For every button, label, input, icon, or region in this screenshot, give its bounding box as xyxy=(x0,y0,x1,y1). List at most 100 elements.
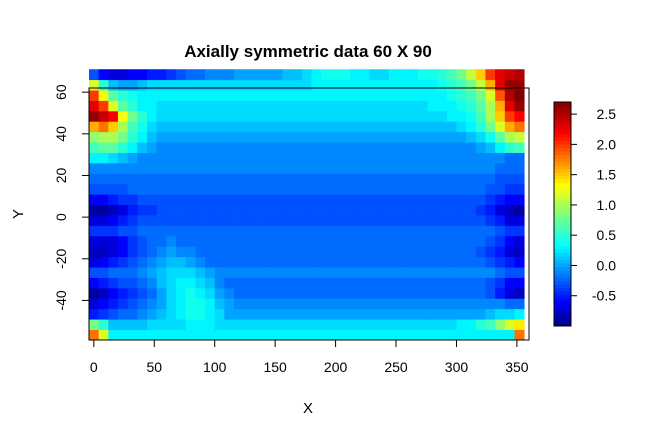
heatmap-cell xyxy=(330,267,341,278)
heatmap-cell xyxy=(466,90,477,101)
heatmap-cell xyxy=(118,287,129,299)
heatmap-cell xyxy=(263,246,274,258)
heatmap-cell xyxy=(147,256,158,268)
heatmap-cell xyxy=(504,246,515,258)
heatmap-cell xyxy=(156,142,167,153)
heatmap-cell xyxy=(292,121,303,133)
heatmap-cell xyxy=(514,173,525,185)
heatmap-cell xyxy=(466,121,477,133)
heatmap-cell xyxy=(427,100,438,112)
heatmap-cell xyxy=(340,121,351,133)
heatmap-cell xyxy=(427,142,438,153)
heatmap-cell xyxy=(504,131,515,143)
heatmap-cell xyxy=(127,79,138,91)
heatmap-cell xyxy=(475,287,486,299)
heatmap-cell xyxy=(166,194,177,206)
heatmap-cell xyxy=(417,267,428,278)
heatmap-cell xyxy=(243,173,254,185)
heatmap-cell xyxy=(301,110,312,122)
heatmap-cell xyxy=(495,204,506,216)
heatmap-cell xyxy=(350,267,361,278)
heatmap-cell xyxy=(311,69,322,81)
heatmap-cell xyxy=(214,277,225,289)
heatmap-cell xyxy=(98,287,109,299)
heatmap-cell xyxy=(427,277,438,289)
heatmap-cell xyxy=(475,246,486,258)
heatmap-cell xyxy=(330,173,341,185)
heatmap-cell xyxy=(437,110,448,122)
heatmap-cell xyxy=(379,142,390,153)
heatmap-cell xyxy=(214,308,225,320)
heatmap-cell xyxy=(118,235,129,247)
heatmap-cell xyxy=(475,267,486,278)
heatmap-cell xyxy=(301,121,312,133)
heatmap-cell xyxy=(475,90,486,101)
heatmap-cell xyxy=(388,121,399,133)
heatmap-cell xyxy=(166,277,177,289)
heatmap-cell xyxy=(311,329,322,341)
heatmap-cell xyxy=(282,319,293,330)
heatmap-cell xyxy=(282,287,293,299)
heatmap-cell xyxy=(408,79,419,91)
colorbar-step xyxy=(554,200,571,204)
heatmap-cell xyxy=(388,110,399,122)
heatmap-cell xyxy=(359,256,370,268)
heatmap-cell xyxy=(272,79,283,91)
heatmap-cell xyxy=(234,267,245,278)
heatmap-cell xyxy=(495,277,506,289)
heatmap-cell xyxy=(398,79,409,91)
heatmap-cell xyxy=(437,194,448,206)
heatmap-cell xyxy=(437,204,448,216)
heatmap-cell xyxy=(398,329,409,341)
heatmap-cell xyxy=(234,142,245,153)
heatmap-cell xyxy=(166,100,177,112)
heatmap-cell xyxy=(156,90,167,101)
heatmap-cell xyxy=(108,277,119,289)
heatmap-cell xyxy=(514,298,525,310)
heatmap-cell xyxy=(475,204,486,216)
heatmap-cell xyxy=(388,162,399,174)
heatmap-cell xyxy=(321,267,332,278)
heatmap-cell xyxy=(272,194,283,206)
heatmap-cell xyxy=(330,69,341,81)
heatmap-cell xyxy=(166,152,177,164)
heatmap-cell xyxy=(379,256,390,268)
colorbar-step xyxy=(554,189,571,194)
heatmap-cell xyxy=(185,267,196,278)
heatmap-cell xyxy=(456,235,467,247)
heatmap-cell xyxy=(379,79,390,91)
heatmap-cell xyxy=(485,287,496,299)
heatmap-cell xyxy=(340,246,351,258)
heatmap-cell xyxy=(224,142,235,153)
heatmap-cell xyxy=(359,79,370,91)
heatmap-cell xyxy=(185,162,196,174)
heatmap-cell xyxy=(466,277,477,289)
heatmap-cell xyxy=(408,267,419,278)
heatmap-cell xyxy=(224,225,235,237)
heatmap-cell xyxy=(398,142,409,153)
heatmap-cell xyxy=(330,100,341,112)
heatmap-cell xyxy=(205,162,216,174)
heatmap-cell xyxy=(224,110,235,122)
heatmap-cell xyxy=(214,131,225,143)
colorbar-step xyxy=(554,193,571,197)
heatmap-cell xyxy=(495,256,506,268)
heatmap-cell xyxy=(504,298,515,310)
heatmap-cell xyxy=(301,246,312,258)
colorbar-step xyxy=(554,186,571,190)
heatmap-cell xyxy=(311,298,322,310)
heatmap-cell xyxy=(282,183,293,195)
heatmap-cell xyxy=(495,121,506,133)
heatmap-cell xyxy=(234,256,245,268)
heatmap-cell xyxy=(437,287,448,299)
heatmap-cell xyxy=(234,308,245,320)
heatmap-cell xyxy=(321,329,332,341)
heatmap-cell xyxy=(292,277,303,289)
heatmap-cell xyxy=(253,267,264,278)
heatmap-cell xyxy=(234,110,245,122)
colorbar-tick-label: 2.5 xyxy=(597,106,617,122)
heatmap-cell xyxy=(340,329,351,341)
colorbar-ticks: -0.5 0.0 0.5 1.0 1.5 2.0 2.5 xyxy=(571,106,616,304)
heatmap-cell xyxy=(243,142,254,153)
heatmap-cell xyxy=(475,131,486,143)
